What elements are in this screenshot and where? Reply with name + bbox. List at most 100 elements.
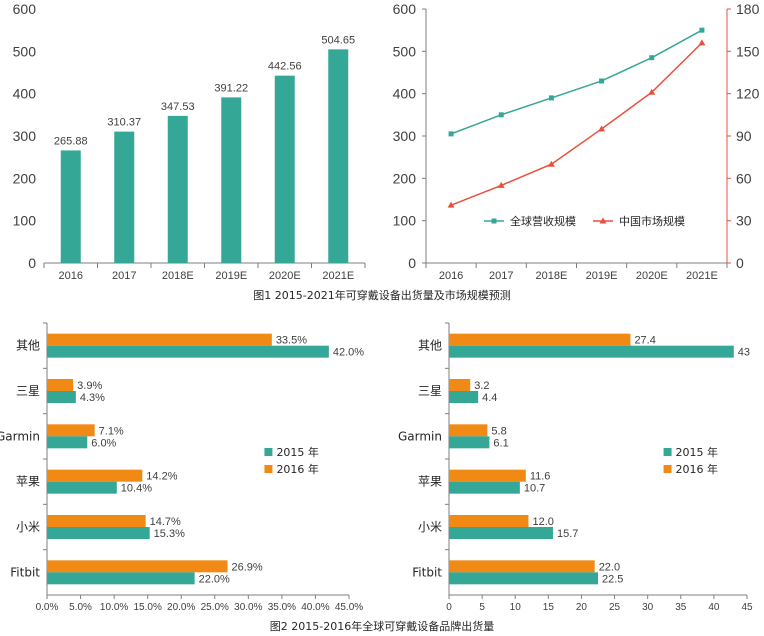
data-point-triangle xyxy=(447,201,455,208)
left-y-tick-label: 600 xyxy=(393,1,417,17)
bar xyxy=(47,424,95,437)
bar-value-label: 10.4% xyxy=(121,483,152,495)
bar-value-label: 14.7% xyxy=(150,516,181,528)
legend-label: 2016 年 xyxy=(276,462,319,476)
data-point-triangle xyxy=(598,125,606,132)
right-y-tick-label: 0 xyxy=(736,255,744,271)
bar xyxy=(47,333,272,346)
x-tick-label: 2019E xyxy=(215,270,247,282)
x-tick-label: 2018E xyxy=(536,270,568,282)
x-tick-label: 2021E xyxy=(322,270,354,282)
bar xyxy=(449,391,479,403)
bar xyxy=(114,131,135,263)
data-point-triangle xyxy=(547,160,555,167)
bar xyxy=(449,469,526,482)
bar-value-label: 4.3% xyxy=(80,392,105,404)
x-tick-label: 2016 xyxy=(439,270,463,282)
data-point-square xyxy=(699,27,705,33)
bar xyxy=(47,469,143,482)
bar-value-label: 442.56 xyxy=(268,61,302,73)
bar xyxy=(449,560,595,573)
x-tick-label: 2018E xyxy=(162,270,194,282)
bar xyxy=(47,527,150,539)
left-y-tick-label: 500 xyxy=(393,43,417,59)
x-tick-label: 0.0% xyxy=(36,602,59,613)
x-tick-label: 5 xyxy=(479,602,485,613)
x-tick-label: 30 xyxy=(642,602,654,613)
x-tick-label: 0 xyxy=(446,602,452,613)
right-y-tick-label: 90 xyxy=(736,128,752,144)
bar-value-label: 11.6 xyxy=(530,471,551,483)
left-y-tick-label: 100 xyxy=(393,213,417,229)
bar xyxy=(221,97,242,263)
y-tick-label: 500 xyxy=(13,43,37,59)
x-tick-label: 20 xyxy=(576,602,588,613)
x-tick-label: 2021E xyxy=(686,270,718,282)
category-label: 小米 xyxy=(16,520,40,534)
chart-1-bar-shipments: 0 100 200 300 400 500 600 265.88 2016 310.37 2017 3… xyxy=(13,1,366,282)
bar-value-label: 7.1% xyxy=(99,425,124,437)
category-label: 其他 xyxy=(16,339,40,353)
x-tick-label: 40 xyxy=(708,602,720,613)
bar xyxy=(47,481,117,494)
y-tick-label: 600 xyxy=(13,1,37,17)
category-label: 苹果 xyxy=(16,475,40,489)
x-tick-label: 15 xyxy=(543,602,555,613)
data-point-triangle xyxy=(648,88,656,95)
bar xyxy=(449,345,734,358)
category-label: Fitbit xyxy=(412,565,442,579)
x-tick-label: 2017 xyxy=(489,270,513,282)
legend-swatch xyxy=(264,465,273,473)
bar xyxy=(167,115,188,263)
bar xyxy=(47,379,74,391)
bar-value-label: 15.7 xyxy=(557,528,578,540)
category-label: Garmin xyxy=(0,429,40,443)
x-tick-label: 2017 xyxy=(112,270,136,282)
figure-2-caption: 图2 2015-2016年全球可穿戴设备品牌出货量 xyxy=(270,619,494,633)
bar xyxy=(47,560,228,573)
bar xyxy=(449,572,598,585)
category-label: Fitbit xyxy=(10,565,40,579)
series-line xyxy=(450,29,703,135)
bar xyxy=(449,515,529,527)
y-tick-label: 400 xyxy=(13,86,37,102)
x-tick-label: 45.0% xyxy=(335,602,363,613)
legend-label: 中国市场规模 xyxy=(619,214,685,228)
right-y-tick-label: 60 xyxy=(736,170,752,186)
category-label: 三星 xyxy=(16,384,40,398)
bar xyxy=(47,436,88,449)
bar xyxy=(449,379,471,391)
data-point-square xyxy=(498,112,504,118)
bar-value-label: 22.0% xyxy=(199,573,230,585)
legend-swatch xyxy=(663,448,672,456)
series-line xyxy=(450,42,703,206)
bar xyxy=(449,333,631,346)
bar-value-label: 27.4 xyxy=(634,335,655,347)
right-y-tick-label: 30 xyxy=(736,213,752,229)
x-tick-label: 40.0% xyxy=(301,602,329,613)
bar-value-label: 15.3% xyxy=(154,528,185,540)
y-tick-label: 300 xyxy=(13,128,37,144)
bar-value-label: 22.0 xyxy=(599,561,620,573)
x-tick-label: 2019E xyxy=(586,270,618,282)
legend-swatch xyxy=(264,448,273,456)
bar-value-label: 3.9% xyxy=(77,380,102,392)
legend-swatch xyxy=(663,465,672,473)
data-point-triangle xyxy=(497,181,505,188)
bar-value-label: 33.5% xyxy=(276,335,307,347)
bar xyxy=(47,391,76,403)
bar-value-label: 4.4 xyxy=(482,392,497,404)
right-y-tick-label: 120 xyxy=(736,86,760,102)
x-tick-label: 2020E xyxy=(636,270,668,282)
x-tick-label: 20.0% xyxy=(167,602,195,613)
chart-2-line-revenue: 0 0 100 30 200 60 300 90 400 120 500 150 600 180 2016 2… xyxy=(393,1,760,282)
bar xyxy=(449,481,520,494)
left-y-tick-label: 300 xyxy=(393,128,417,144)
x-tick-label: 2016 xyxy=(59,270,83,282)
data-point-triangle xyxy=(698,39,706,46)
bar xyxy=(47,515,146,527)
bar-value-label: 347.53 xyxy=(161,101,195,113)
x-tick-label: 10 xyxy=(510,602,522,613)
x-tick-label: 30.0% xyxy=(234,602,262,613)
